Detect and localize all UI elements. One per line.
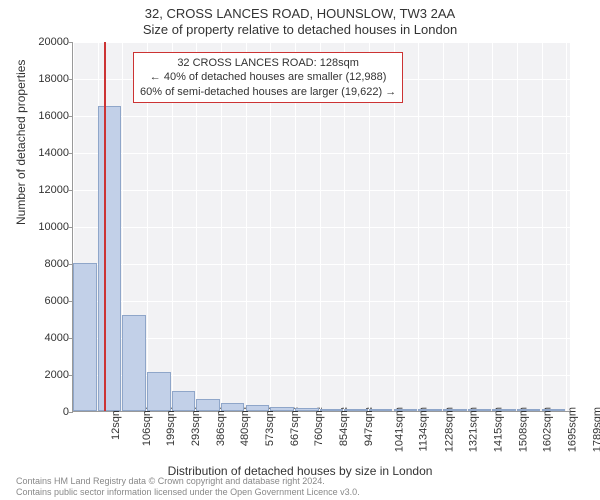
histogram-bar: [418, 409, 442, 411]
y-tick-label: 14000: [29, 147, 69, 159]
grid-line-v: [542, 42, 543, 411]
x-tick-label: 1602sqm: [542, 407, 554, 452]
x-tick-label: 1415sqm: [492, 407, 504, 452]
x-tick-label: 199sqm: [165, 407, 177, 446]
plot-area: 0200040006000800010000120001400016000180…: [72, 42, 570, 412]
attribution-line-1: Contains HM Land Registry data © Crown c…: [16, 476, 360, 487]
histogram-bar: [468, 409, 492, 411]
y-tick-label: 8000: [29, 258, 69, 270]
x-tick-label: 760sqm: [313, 407, 325, 446]
x-tick-label: 386sqm: [215, 407, 227, 446]
grid-line-v: [517, 42, 518, 411]
y-tick-label: 4000: [29, 332, 69, 344]
histogram-bar: [295, 408, 319, 411]
grid-line-v: [492, 42, 493, 411]
histogram-bar: [542, 409, 566, 411]
grid-line-v: [443, 42, 444, 411]
histogram-bar: [196, 399, 220, 411]
x-tick-label: 293sqm: [190, 407, 202, 446]
histogram-bar: [98, 106, 122, 411]
x-tick-label: 667sqm: [289, 407, 301, 446]
histogram-bar: [172, 391, 196, 411]
y-tick-label: 18000: [29, 73, 69, 85]
histogram-bar: [122, 315, 146, 411]
x-tick-label: 480sqm: [240, 407, 252, 446]
x-tick-label: 1508sqm: [517, 407, 529, 452]
y-tick-label: 20000: [29, 36, 69, 48]
x-tick-label: 1041sqm: [394, 407, 406, 452]
chart-container: 32, CROSS LANCES ROAD, HOUNSLOW, TW3 2AA…: [0, 0, 600, 500]
annotation-line-3: 60% of semi-detached houses are larger (…: [140, 85, 396, 99]
annotation-line-2: ← 40% of detached houses are smaller (12…: [140, 70, 396, 84]
x-tick-label: 854sqm: [338, 407, 350, 446]
histogram-bar: [517, 409, 541, 411]
chart-title-2: Size of property relative to detached ho…: [0, 22, 600, 37]
x-tick-label: 1321sqm: [468, 407, 480, 452]
x-tick-label: 1789sqm: [591, 407, 600, 452]
histogram-bar: [320, 409, 344, 411]
annotation-box: 32 CROSS LANCES ROAD: 128sqm ← 40% of de…: [133, 52, 403, 103]
y-tick-label: 6000: [29, 295, 69, 307]
x-tick-label: 1134sqm: [417, 407, 429, 451]
attribution: Contains HM Land Registry data © Crown c…: [16, 476, 360, 498]
y-tick: [68, 412, 73, 413]
x-tick-label: 1695sqm: [566, 407, 578, 452]
y-tick-label: 12000: [29, 184, 69, 196]
grid-line-v: [418, 42, 419, 411]
histogram-bar: [147, 372, 171, 411]
histogram-bar: [270, 407, 294, 411]
y-tick-label: 16000: [29, 110, 69, 122]
histogram-bar: [344, 409, 368, 411]
histogram-bar: [73, 263, 97, 411]
x-tick-label: 106sqm: [141, 407, 153, 446]
marker-line: [104, 42, 106, 411]
histogram-bar: [492, 409, 516, 411]
x-tick-label: 12sqm: [110, 407, 122, 440]
y-tick-label: 0: [29, 406, 69, 418]
histogram-bar: [369, 409, 393, 411]
histogram-bar: [394, 409, 418, 411]
grid-line-v: [566, 42, 567, 411]
x-tick-label: 573sqm: [264, 407, 276, 446]
histogram-bar: [246, 405, 270, 411]
y-axis-title: Number of detached properties: [14, 60, 28, 225]
histogram-bar: [221, 403, 245, 411]
annotation-line-1: 32 CROSS LANCES ROAD: 128sqm: [140, 56, 396, 70]
grid-line-v: [468, 42, 469, 411]
chart-title-1: 32, CROSS LANCES ROAD, HOUNSLOW, TW3 2AA: [0, 6, 600, 21]
x-tick-label: 947sqm: [363, 407, 375, 446]
y-tick-label: 2000: [29, 369, 69, 381]
attribution-line-2: Contains public sector information licen…: [16, 487, 360, 498]
histogram-bar: [443, 409, 467, 411]
y-tick-label: 10000: [29, 221, 69, 233]
x-tick-label: 1228sqm: [443, 407, 455, 452]
